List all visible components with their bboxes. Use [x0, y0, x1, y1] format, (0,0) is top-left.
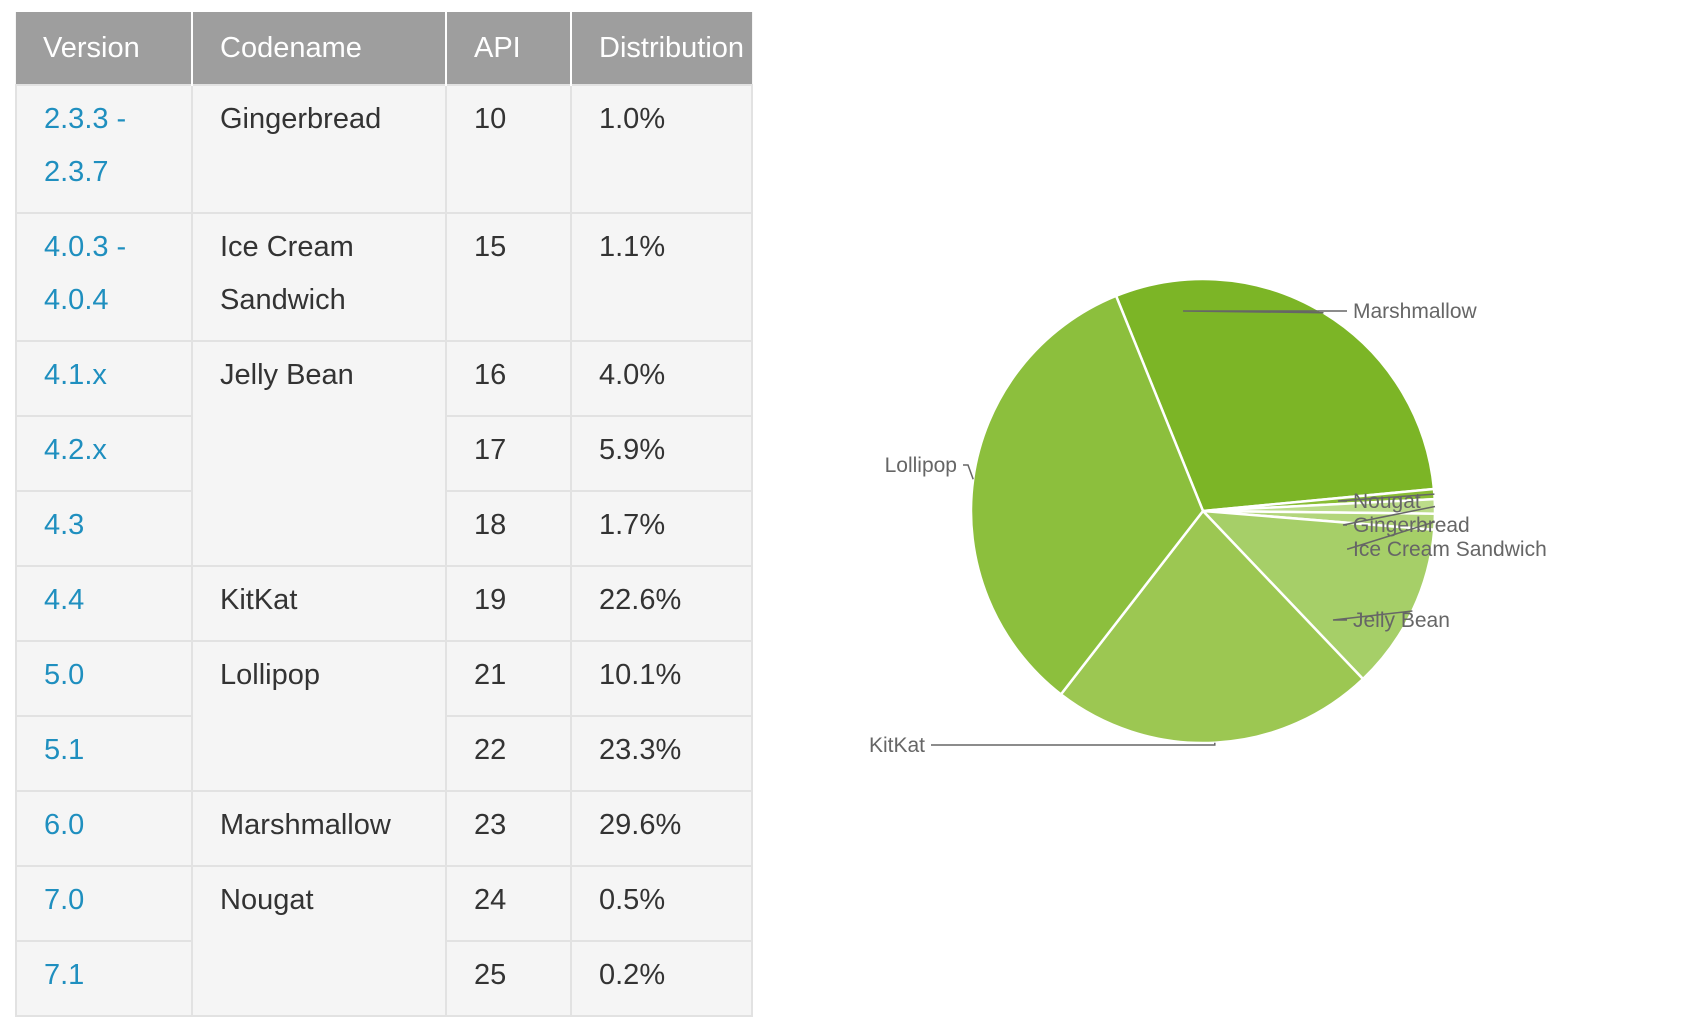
table-row: 4.3 18 1.7%: [15, 490, 753, 567]
leader-line: [1342, 505, 1436, 526]
header-distribution: Distribution: [571, 12, 752, 85]
version-link[interactable]: 5.0: [15, 640, 193, 717]
pie-label-kitkat: KitKat: [869, 734, 925, 757]
api-cell: 21: [445, 640, 572, 717]
codename-line1: Ice Cream: [220, 231, 354, 263]
distribution-table: Version Codename API Distribution 2.3.3 …: [15, 12, 753, 1017]
table-row: 2.3.3 - 2.3.7 Gingerbread 10 1.0%: [15, 84, 753, 214]
pie-slices: [969, 277, 1437, 745]
version-line2: 2.3.7: [44, 156, 109, 188]
codename-cell: Gingerbread: [191, 84, 447, 214]
api-cell: 10: [445, 84, 572, 214]
version-line2: 4.0.4: [44, 284, 109, 316]
header-version: Version: [16, 12, 193, 85]
table-row: 7.0 Nougat 24 0.5%: [15, 865, 753, 1017]
leader-line: [931, 742, 1216, 746]
codename-cell: Marshmallow: [191, 790, 447, 867]
api-cell: 22: [445, 715, 572, 792]
pie-label-gingerbread: Gingerbread: [1353, 514, 1470, 537]
version-line1: 4.0.3 -: [44, 231, 127, 263]
distribution-cell: 5.9%: [570, 415, 753, 492]
table-row: 7.1 25 0.2%: [15, 940, 753, 1017]
api-cell: 16: [445, 340, 572, 417]
table-row: 4.4 KitKat 19 22.6%: [15, 565, 753, 642]
table-row: 5.1 22 23.3%: [15, 715, 753, 792]
distribution-cell: 22.6%: [570, 565, 753, 642]
table-row: 5.0 Lollipop 21 10.1%: [15, 640, 753, 792]
version-link[interactable]: 7.0: [15, 865, 193, 942]
api-cell: 24: [445, 865, 572, 942]
table-row: 6.0 Marshmallow 23 29.6%: [15, 790, 753, 867]
api-cell: 18: [445, 490, 572, 567]
distribution-cell: 0.5%: [570, 865, 753, 942]
header-codename: Codename: [192, 12, 447, 85]
distribution-cell: 1.7%: [570, 490, 753, 567]
codename-cell: Lollipop: [191, 640, 447, 792]
pie-slice-lollipop: [969, 294, 1205, 696]
api-cell: 19: [445, 565, 572, 642]
api-cell: 15: [445, 212, 572, 342]
pie-leader-lines: [931, 310, 1436, 746]
pie-label-lollipop: Lollipop: [885, 454, 957, 477]
distribution-cell: 4.0%: [570, 340, 753, 417]
codename-cell: Nougat: [191, 865, 447, 1017]
distribution-cell: 23.3%: [570, 715, 753, 792]
version-link[interactable]: 4.1.x: [15, 340, 193, 417]
distribution-cell: 1.1%: [570, 212, 753, 342]
table-row: 4.1.x Jelly Bean 16 4.0%: [15, 340, 753, 567]
codename-line1: Gingerbread: [220, 103, 382, 135]
header-api: API: [446, 12, 572, 85]
pie-label-marshmallow: Marshmallow: [1353, 300, 1478, 323]
codename-cell: KitKat: [191, 565, 447, 642]
version-line1: 2.3.3 -: [44, 103, 127, 135]
version-link[interactable]: 2.3.3 - 2.3.7: [15, 84, 193, 214]
leader-line: [1337, 493, 1435, 502]
api-cell: 25: [445, 940, 572, 1017]
pie-label-jelly-bean: Jelly Bean: [1353, 609, 1450, 632]
distribution-cell: 10.1%: [570, 640, 753, 717]
version-link[interactable]: 4.0.3 - 4.0.4: [15, 212, 193, 342]
codename-cell: Jelly Bean: [191, 340, 447, 567]
version-link[interactable]: 4.3: [15, 490, 193, 567]
distribution-cell: 0.2%: [570, 940, 753, 1017]
pie-label-ice-cream-sandwich: Ice Cream Sandwich: [1353, 538, 1547, 561]
api-cell: 17: [445, 415, 572, 492]
version-link[interactable]: 6.0: [15, 790, 193, 867]
leader-line: [963, 464, 974, 480]
table-row: 4.2.x 17 5.9%: [15, 415, 753, 492]
distribution-cell: 1.0%: [570, 84, 753, 214]
api-cell: 23: [445, 790, 572, 867]
leader-line: [1347, 521, 1436, 550]
version-link[interactable]: 4.2.x: [15, 415, 193, 492]
version-link[interactable]: 4.4: [15, 565, 193, 642]
table-row: 4.0.3 - 4.0.4 Ice Cream Sandwich 15 1.1%: [15, 212, 753, 342]
version-link[interactable]: 7.1: [15, 940, 193, 1017]
leader-line: [1182, 310, 1347, 314]
version-link[interactable]: 5.1: [15, 715, 193, 792]
codename-line2: Sandwich: [220, 284, 346, 316]
distribution-cell: 29.6%: [570, 790, 753, 867]
pie-label-nougat: Nougat: [1353, 490, 1421, 513]
leader-line: [1332, 610, 1413, 621]
table-header-row: Version Codename API Distribution: [16, 12, 752, 85]
codename-cell: Ice Cream Sandwich: [191, 212, 447, 342]
